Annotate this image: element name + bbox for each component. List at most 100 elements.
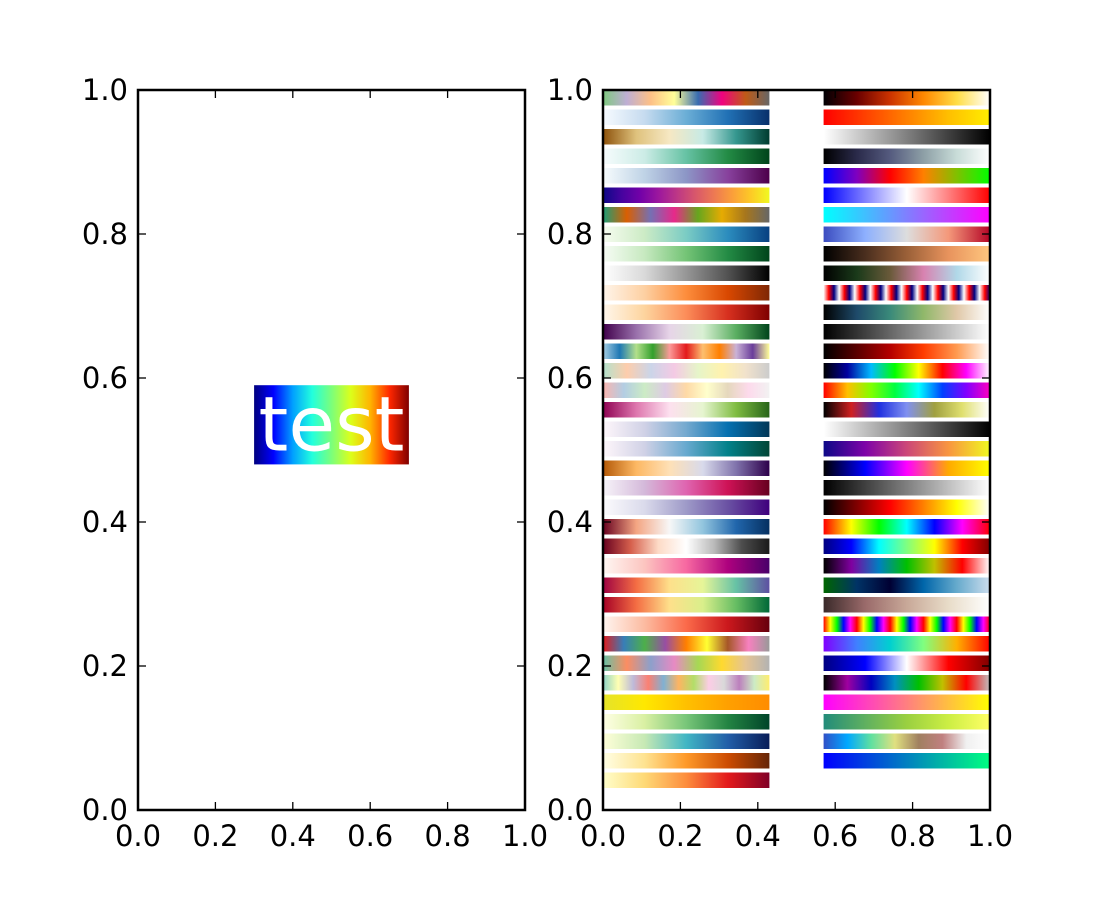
colormap-bar-col2 (823, 90, 990, 106)
colormap-bar-col2 (823, 460, 990, 476)
right-axes-frame (601, 88, 992, 812)
colormap-bar-col2 (823, 246, 990, 262)
colormap-bar-col2 (823, 694, 990, 710)
colormap-bar-col1 (603, 285, 770, 301)
colormap-bar-col2 (823, 655, 990, 671)
right-ytick-label: 0.8 (547, 217, 593, 251)
colormap-bar-col1 (603, 109, 770, 125)
colormap-bar-col2 (823, 636, 990, 652)
right-plot-area (603, 90, 990, 788)
colormap-bar-col2 (823, 109, 990, 125)
colormap-bar-col2 (823, 421, 990, 437)
colormap-bar-col1 (603, 129, 770, 145)
colormap-bar-col2 (823, 168, 990, 184)
colormap-bar-col1 (603, 538, 770, 554)
colormap-bar-col1 (603, 499, 770, 515)
colormap-bar-col1 (603, 207, 770, 223)
colormap-bar-col1 (603, 343, 770, 359)
right-ticks: 0.0 0.2 0.4 0.6 0.8 1.0 0.0 0.2 0.4 0.6 0.8 1.0 (547, 73, 1013, 853)
colormap-bar-col1 (603, 753, 770, 769)
colormap-bar-col2 (823, 148, 990, 164)
colormap-bar-col2 (823, 597, 990, 613)
left-ytick-label: 0.0 (82, 793, 128, 827)
colormap-bar-col1 (603, 558, 770, 574)
colormap-bar-col2 (823, 675, 990, 691)
colormap-bar-col1 (603, 714, 770, 730)
colormap-bar-col2 (823, 402, 990, 418)
colormap-bar-col1 (603, 187, 770, 203)
colormap-bar-col2 (823, 382, 990, 398)
colormap-bar-col2 (823, 285, 990, 301)
colormap-bar-col2 (823, 324, 990, 340)
colormap-bar-col2 (823, 538, 990, 554)
colormap-bar-col2 (823, 304, 990, 320)
colormap-bar-col2 (823, 558, 990, 574)
colormap-bar-col2 (823, 343, 990, 359)
colormap-bar-col2 (823, 207, 990, 223)
left-plot-area: test (254, 379, 409, 468)
colormap-bar-col1 (603, 246, 770, 262)
colormap-bar-col2 (823, 129, 990, 145)
colormap-bar-col1 (603, 148, 770, 164)
left-ytick-label: 0.8 (82, 217, 128, 251)
left-ytick-label: 0.2 (82, 649, 128, 683)
colormap-bar-col1 (603, 577, 770, 593)
colormap-bar-col2 (823, 187, 990, 203)
right-axes: 0.0 0.2 0.4 0.6 0.8 1.0 0.0 0.2 0.4 0.6 0.8 1.0 (547, 73, 1013, 853)
colormap-bar-col2 (823, 441, 990, 457)
colormap-bar-col1 (603, 733, 770, 749)
colormap-bar-col2 (823, 265, 990, 281)
colormap-bar-col1 (603, 441, 770, 457)
right-xtick-label: 0.0 (580, 819, 626, 853)
colormap-bar-col1 (603, 402, 770, 418)
right-ytick-label: 0.6 (547, 361, 593, 395)
colormap-bar-col1 (603, 226, 770, 242)
right-ytick-label: 0.0 (547, 793, 593, 827)
colormap-bar-col1 (603, 460, 770, 476)
right-ytick-label: 0.4 (547, 505, 593, 539)
colormap-bar-col2 (823, 733, 990, 749)
right-ytick-label: 1.0 (547, 73, 593, 107)
colormap-bar-col1 (603, 480, 770, 496)
left-ticks: 0.0 0.2 0.4 0.6 0.8 1.0 0.0 0.2 0.4 0.6 0.8 1.0 (82, 73, 548, 853)
colormap-bar-col2 (823, 363, 990, 379)
colormap-bar-col2 (823, 226, 990, 242)
left-axes-frame (136, 88, 527, 812)
right-xtick-label: 0.2 (657, 819, 703, 853)
colormap-bar-col2 (823, 616, 990, 632)
left-xtick-label: 0.4 (270, 819, 316, 853)
colormap-bar-col2 (823, 480, 990, 496)
colormap-bar-col1 (603, 694, 770, 710)
colormap-bar-col2 (823, 499, 990, 515)
colormap-bar-col1 (603, 168, 770, 184)
colormap-bar-col1 (603, 597, 770, 613)
left-xtick-label: 0.2 (192, 819, 238, 853)
colormap-bar-col1 (603, 519, 770, 535)
right-xtick-label: 1.0 (967, 819, 1013, 853)
colormap-bar-col1 (603, 304, 770, 320)
right-ytick-label: 0.2 (547, 649, 593, 683)
overlay-text: test (259, 379, 405, 468)
colormap-bar-col2 (823, 753, 990, 769)
colormap-bar-col1 (603, 90, 770, 106)
left-axes: test 0.0 0.2 0.4 0.6 0.8 1.0 0.0 0.2 0.4 0.6 0.8 1.… (82, 73, 548, 853)
left-xtick-label: 0.8 (425, 819, 471, 853)
colormap-bar-col2 (823, 577, 990, 593)
colormap-bar-col1 (603, 421, 770, 437)
colormap-bar-col1 (603, 675, 770, 691)
left-ytick-label: 0.6 (82, 361, 128, 395)
right-xtick-label: 0.6 (812, 819, 858, 853)
left-xtick-label: 0.0 (115, 819, 161, 853)
right-xtick-label: 0.8 (890, 819, 936, 853)
colormap-bar-col1 (603, 616, 770, 632)
colormap-bar-col1 (603, 772, 770, 788)
left-xtick-label: 0.6 (347, 819, 393, 853)
text-gradient-box (254, 385, 409, 465)
colormap-bar-col2 (823, 519, 990, 535)
colormap-bar-col1 (603, 636, 770, 652)
left-ytick-label: 0.4 (82, 505, 128, 539)
colormap-bar-col1 (603, 382, 770, 398)
right-xtick-label: 0.4 (735, 819, 781, 853)
colormap-bar-col1 (603, 363, 770, 379)
